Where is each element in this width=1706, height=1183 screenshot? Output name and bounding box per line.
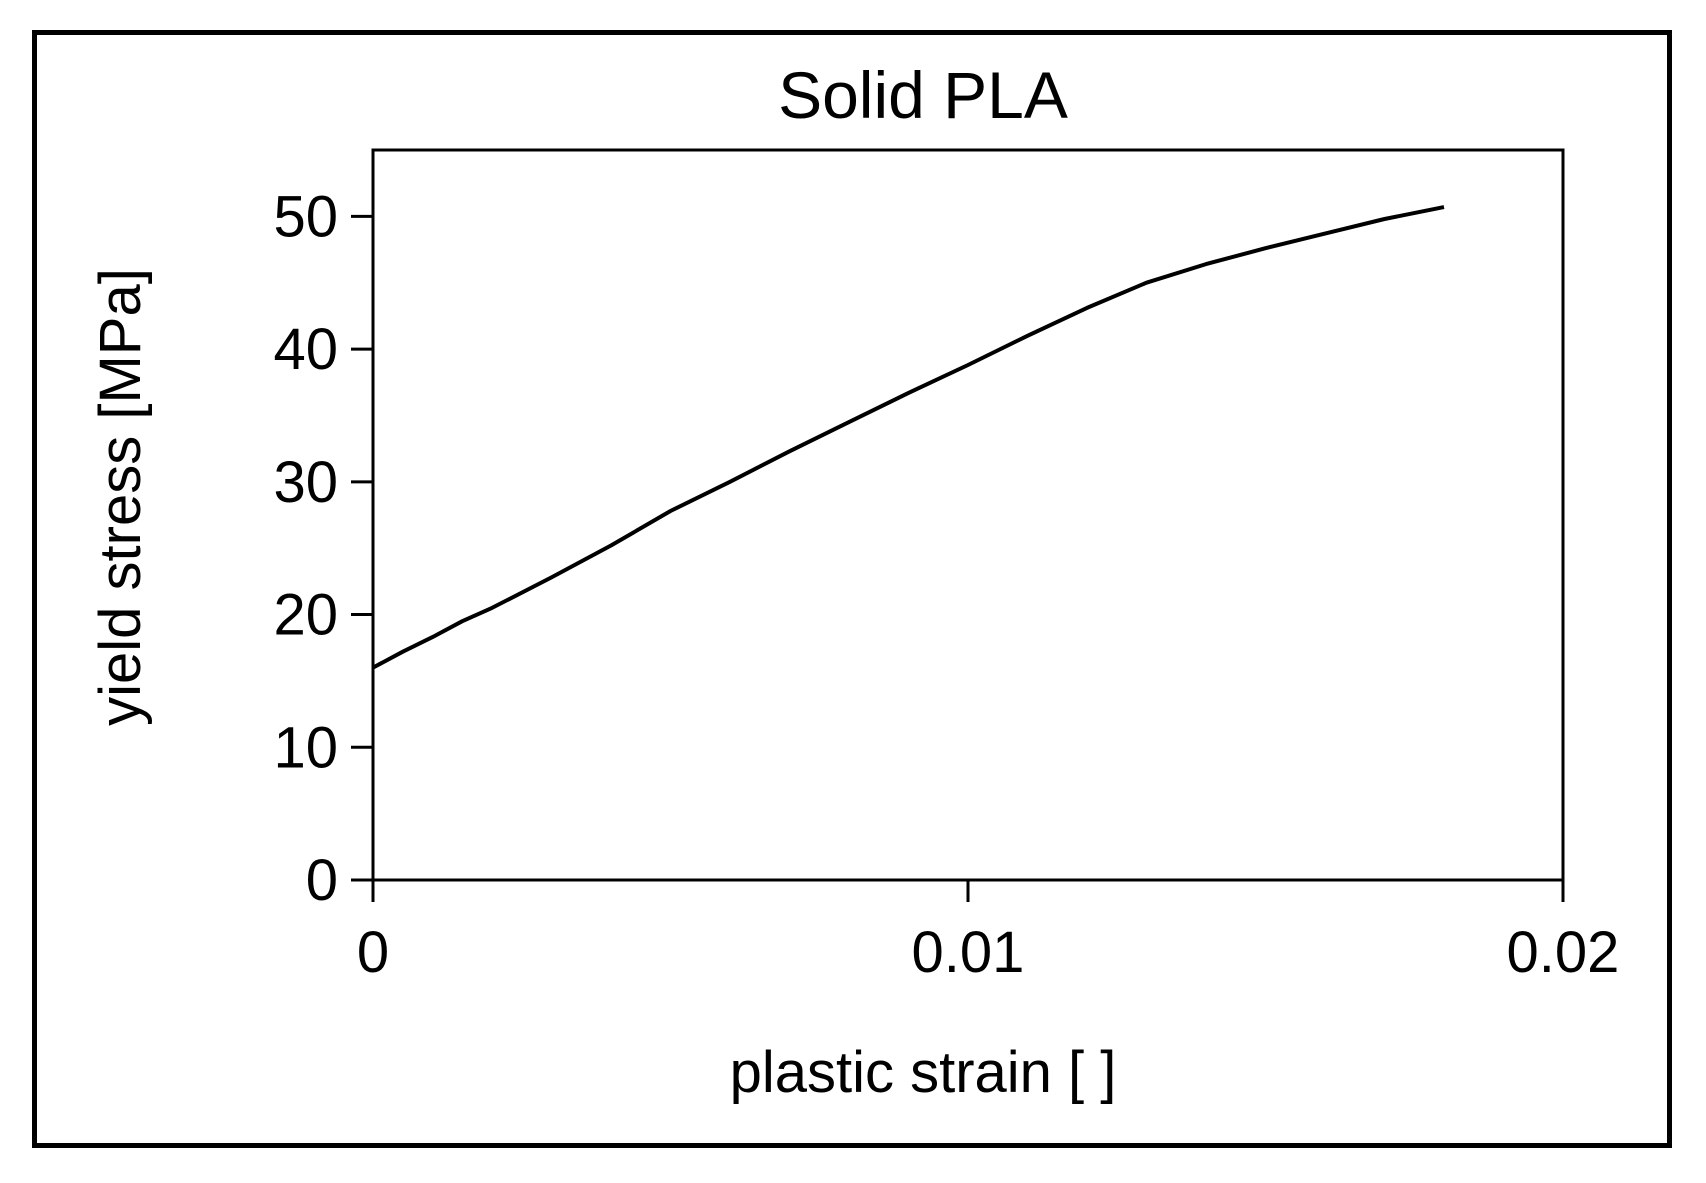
x-tick-label: 0.02 (1507, 920, 1620, 985)
plot-area (371, 148, 1565, 882)
y-tick-label: 0 (306, 848, 338, 913)
y-tick-label: 30 (273, 450, 338, 515)
x-axis-label: plastic strain [ ] (730, 1040, 1117, 1105)
series-line (372, 205, 1445, 670)
y-axis: 0 10 20 30 40 50 (273, 184, 373, 913)
y-tick-label: 50 (273, 184, 338, 249)
y-tick-label: 10 (273, 715, 338, 780)
x-tick-label: 0.01 (912, 920, 1025, 985)
x-tick-label: 0 (357, 920, 389, 985)
chart-title: Solid PLA (778, 58, 1068, 132)
y-tick-label: 40 (273, 317, 338, 382)
x-axis: 0 0.01 0.02 (357, 880, 1620, 985)
y-tick-label: 20 (273, 583, 338, 648)
y-axis-label: yield stress [MPa] (88, 268, 153, 726)
